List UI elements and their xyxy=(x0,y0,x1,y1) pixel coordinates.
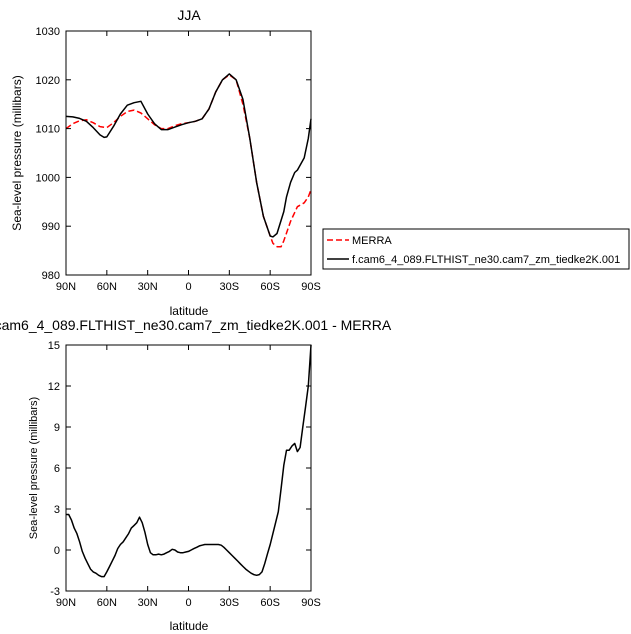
x-tick-label: 30N xyxy=(138,597,158,609)
x-tick-label: 90N xyxy=(56,597,76,609)
x-tick-label: 30S xyxy=(220,597,240,609)
y-axis-label: Sea-level pressure (millibars) xyxy=(10,75,24,230)
x-tick-label: 60N xyxy=(97,281,117,293)
legend: MERRA f.cam6_4_089.FLTHIST_ne30.cam7_zm_… xyxy=(322,228,630,270)
legend-box xyxy=(322,228,630,270)
y-tick-label: 990 xyxy=(42,221,60,233)
plot-frame xyxy=(65,30,312,276)
legend-label-merra: MERRA xyxy=(352,235,392,247)
x-tick-label: 0 xyxy=(185,597,191,609)
legend-label-model: f.cam6_4_089.FLTHIST_ne30.cam7_zm_tiedke… xyxy=(352,254,620,266)
chart-panel-top: JJA 90N 60N 30N 0 30S 60S 90S 980 990 1000 1010 102… xyxy=(10,7,321,318)
y-tick-label: 1000 xyxy=(36,172,60,184)
y-tick-label: 1030 xyxy=(36,26,60,38)
x-tick-label: 60S xyxy=(260,597,280,609)
x-tick-label: 30N xyxy=(138,281,158,293)
x-tick-label: 90N xyxy=(56,281,76,293)
y-tick-label: 1010 xyxy=(36,124,60,136)
series-layer xyxy=(66,344,312,578)
x-axis-label: latitude xyxy=(170,619,209,633)
y-tick-label: 3 xyxy=(54,504,60,516)
tick-layer: 90N 60N 30N 0 30S 60S 90S 980 990 1000 1010 1020 103… xyxy=(36,26,321,293)
y-tick-label: 15 xyxy=(48,340,60,352)
y-tick-label: -3 xyxy=(50,586,60,598)
chart-panel-bottom: f.cam6_4_089.FLTHIST_ne30.cam7_zm_tiedke… xyxy=(0,317,392,633)
x-tick-label: 60S xyxy=(260,281,280,293)
y-tick-label: 9 xyxy=(54,422,60,434)
x-tick-label: 90S xyxy=(301,281,321,293)
y-tick-label: 980 xyxy=(42,270,60,282)
y-tick-label: 6 xyxy=(54,463,60,475)
y-tick-label: 1020 xyxy=(36,75,60,87)
x-axis-label: latitude xyxy=(170,304,209,318)
series-layer xyxy=(65,73,312,248)
y-tick-label: 12 xyxy=(48,381,60,393)
series-line-difference xyxy=(66,344,312,578)
tick-layer: 90N 60N 30N 0 30S 60S 90S -3 0 3 6 9 12 15 xyxy=(48,340,321,609)
series-line-model xyxy=(65,73,312,238)
chart-title: f.cam6_4_089.FLTHIST_ne30.cam7_zm_tiedke… xyxy=(0,317,392,333)
chart-title: JJA xyxy=(177,7,201,23)
plot-frame xyxy=(65,344,312,592)
x-tick-label: 30S xyxy=(220,281,240,293)
y-tick-label: 0 xyxy=(54,545,60,557)
series-line-merra xyxy=(65,74,312,248)
x-tick-label: 60N xyxy=(97,597,117,609)
x-tick-label: 0 xyxy=(185,281,191,293)
x-tick-label: 90S xyxy=(301,597,321,609)
y-axis-label: Sea-level pressure (millibars) xyxy=(28,397,40,539)
